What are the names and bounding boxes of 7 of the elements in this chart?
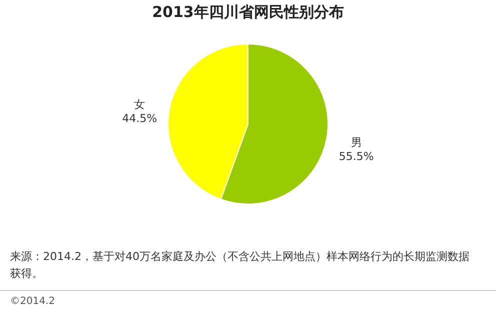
slice-label: 男 bbox=[350, 136, 362, 149]
data-label: 55.5% bbox=[338, 150, 374, 163]
chart-title: 2013年四川省网民性别分布 bbox=[152, 3, 344, 21]
text: ©2014.2 bbox=[10, 296, 55, 307]
slice-label: 女 bbox=[134, 98, 146, 112]
data-label: 44.5% bbox=[122, 112, 158, 126]
source-note: 来源：2014.2，基于对40万名家庭及办公（不含公共上网地点）样本网络行为的长期监测数据获得。 bbox=[10, 249, 470, 282]
